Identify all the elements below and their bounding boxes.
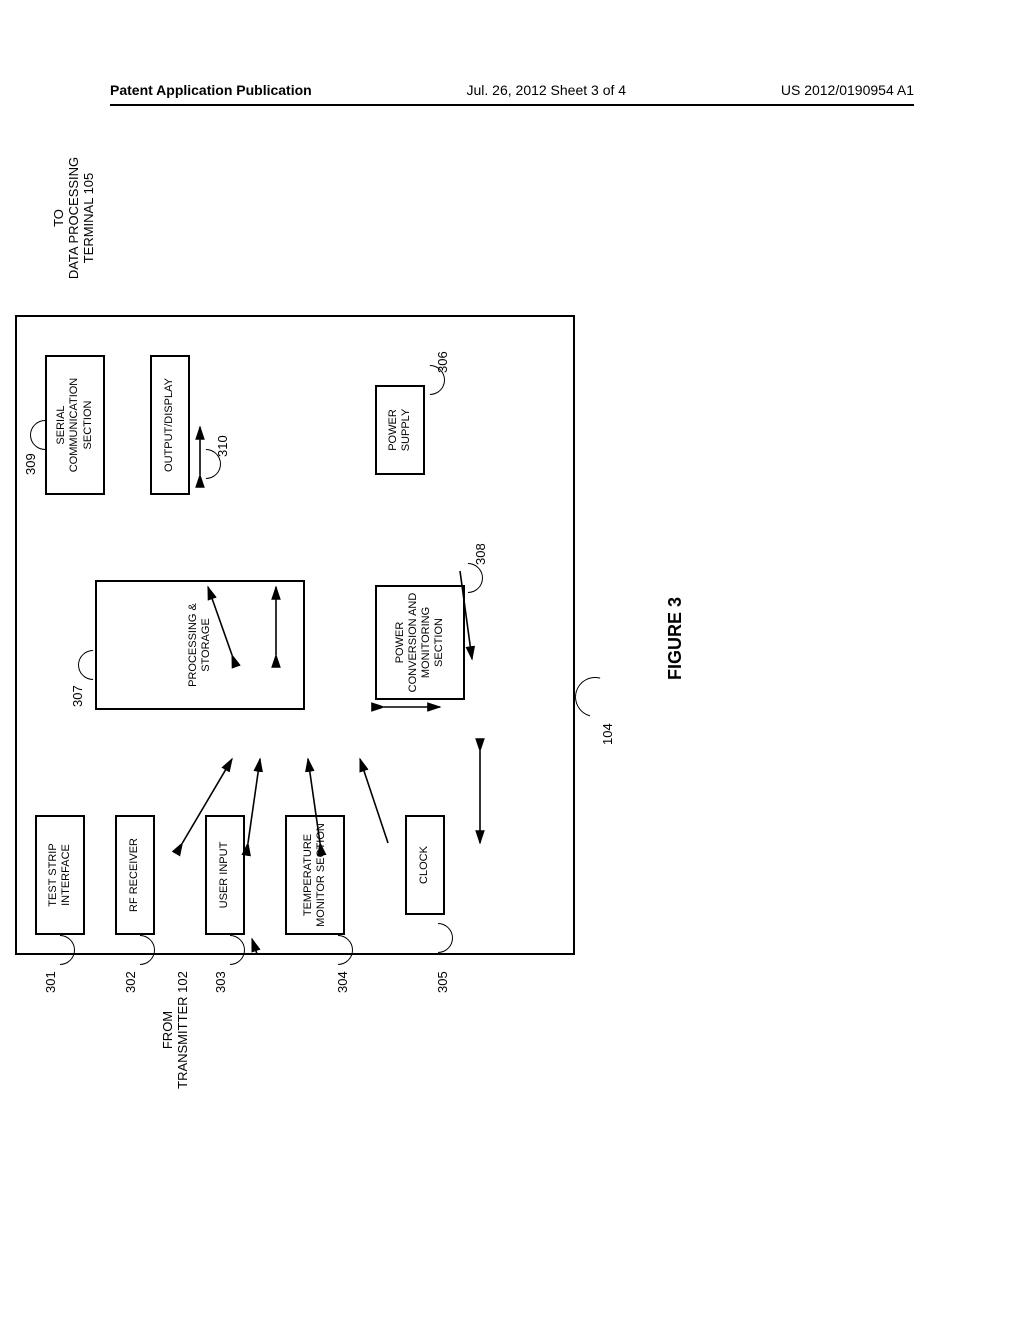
ref-301: 301 <box>43 971 58 993</box>
arc-104 <box>568 670 623 725</box>
user-input-label: USER INPUT <box>218 842 231 909</box>
temp-monitor-block: TEMPERATURE MONITOR SECTION <box>285 815 345 935</box>
header-divider <box>110 104 914 106</box>
ref-302: 302 <box>123 971 138 993</box>
to-terminal-label: TO DATA PROCESSING TERMINAL 105 <box>51 143 96 293</box>
ref-303: 303 <box>213 971 228 993</box>
figure-title: FIGURE 3 <box>665 597 686 680</box>
clock-label: CLOCK <box>418 846 431 884</box>
power-supply-block: POWER SUPPLY <box>375 385 425 475</box>
header-date-sheet: Jul. 26, 2012 Sheet 3 of 4 <box>467 82 627 98</box>
processing-storage-block: PROCESSING & STORAGE <box>95 580 305 710</box>
header-patent-number: US 2012/0190954 A1 <box>781 82 914 98</box>
block-diagram: TEST STRIP INTERFACE RF RECEIVER USER IN… <box>0 315 905 955</box>
output-display-label: OUTPUT/DISPLAY <box>163 378 176 472</box>
ref-307: 307 <box>70 685 85 707</box>
header-publication: Patent Application Publication <box>110 82 312 98</box>
rf-receiver-label: RF RECEIVER <box>128 838 141 912</box>
ref-104: 104 <box>600 723 615 745</box>
ref-304: 304 <box>335 971 350 993</box>
processing-label: PROCESSING & STORAGE <box>187 586 213 704</box>
power-conversion-label: POWER CONVERSION AND MONITORING SECTION <box>394 591 447 694</box>
power-supply-label: POWER SUPPLY <box>387 391 413 469</box>
test-strip-interface-block: TEST STRIP INTERFACE <box>35 815 85 935</box>
temp-monitor-label: TEMPERATURE MONITOR SECTION <box>302 821 328 929</box>
test-strip-label: TEST STRIP INTERFACE <box>47 821 73 929</box>
ref-308: 308 <box>473 543 488 565</box>
power-conversion-block: POWER CONVERSION AND MONITORING SECTION <box>375 585 465 700</box>
output-display-block: OUTPUT/DISPLAY <box>150 355 190 495</box>
user-input-block: USER INPUT <box>205 815 245 935</box>
rf-receiver-block: RF RECEIVER <box>115 815 155 935</box>
ref-309: 309 <box>23 453 38 475</box>
ref-305: 305 <box>435 971 450 993</box>
clock-block: CLOCK <box>405 815 445 915</box>
from-transmitter-label: FROM TRANSMITTER 102 <box>160 965 190 1095</box>
serial-comm-label: SERIAL COMMUNICATION SECTION <box>55 361 95 489</box>
